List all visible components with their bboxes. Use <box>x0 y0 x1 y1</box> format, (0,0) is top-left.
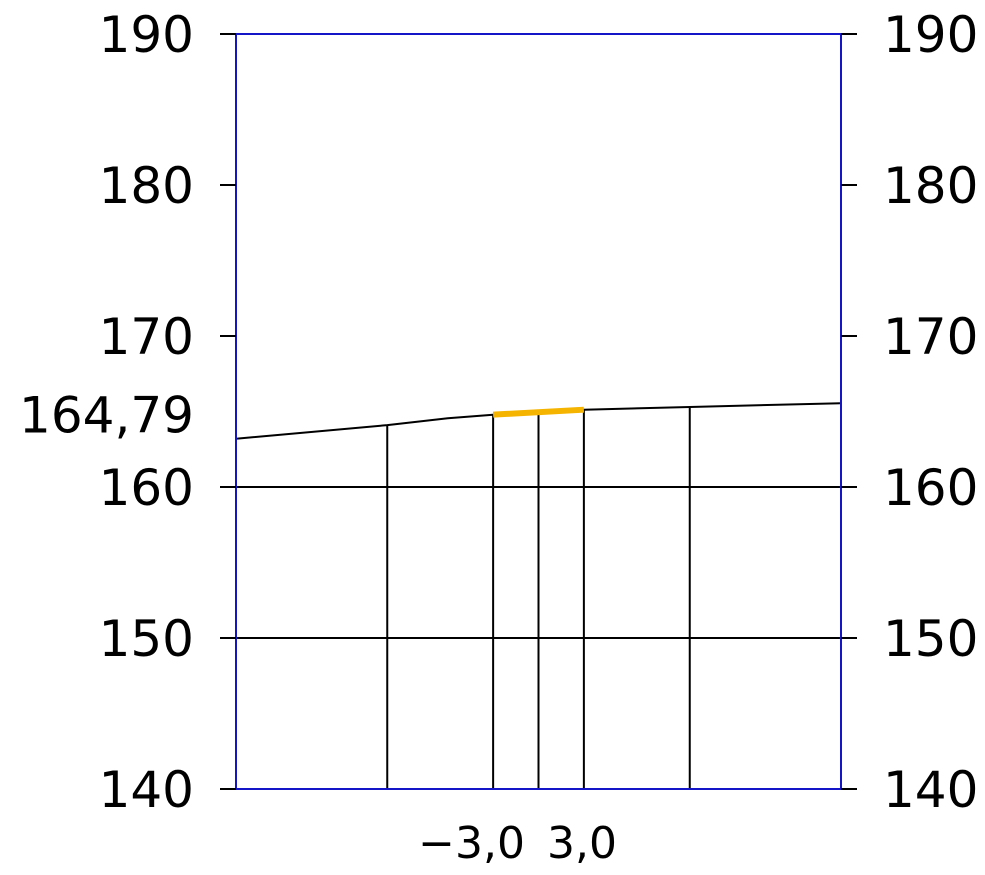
reference-level-label: 164,79 <box>19 387 194 445</box>
right-tick-label-190: 190 <box>883 6 978 64</box>
left-tick-label-150: 150 <box>99 610 194 668</box>
left-tick-label-170: 170 <box>99 308 194 366</box>
axis-labels: 140 140 150 150 160 160 170 170 180 180 190 190 164,… <box>19 6 978 869</box>
frame <box>235 33 842 790</box>
profile-verticals <box>386 406 691 789</box>
right-tick-label-180: 180 <box>883 157 978 215</box>
left-tick-label-180: 180 <box>99 157 194 215</box>
right-tick-label-170: 170 <box>883 308 978 366</box>
pavement-segment <box>492 406 585 418</box>
left-tick-label-160: 160 <box>99 459 194 517</box>
ground-profile <box>235 402 842 440</box>
x-label-left-edge: −3,0 <box>418 818 525 869</box>
left-tick-label-140: 140 <box>99 761 194 819</box>
left-tick-label-190: 190 <box>99 6 194 64</box>
ground-profile-line <box>235 402 842 440</box>
pavement-line <box>492 406 585 418</box>
x-label-right-edge: 3,0 <box>547 818 617 869</box>
axis-ticks <box>220 33 857 790</box>
right-tick-label-150: 150 <box>883 610 978 668</box>
right-tick-label-140: 140 <box>883 761 978 819</box>
right-tick-label-160: 160 <box>883 459 978 517</box>
